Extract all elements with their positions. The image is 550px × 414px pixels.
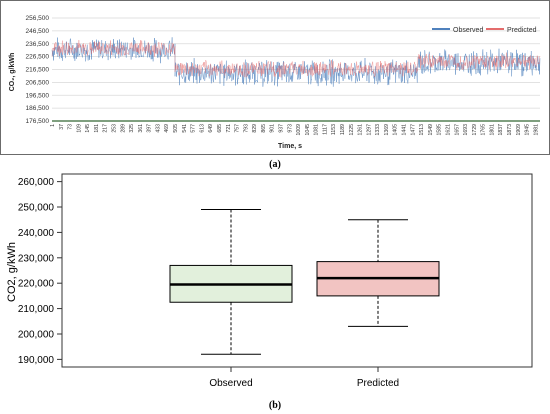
chart-a-x-tick-label: 829 <box>252 124 258 133</box>
box-predicted <box>316 219 440 327</box>
chart-a-y-tick-label: 246,500 <box>26 28 50 35</box>
chart-a-x-tick-label: 1765 <box>481 124 487 136</box>
chart-a-x-tick-label: 361 <box>138 124 144 133</box>
chart-a-x-tick-label: 433 <box>155 124 161 133</box>
chart-a-x-tick-label: 1081 <box>314 124 320 136</box>
chart-a-x-tick-label: 1693 <box>463 124 469 136</box>
chart-a-x-tick-label: 109 <box>76 124 82 133</box>
chart-a-x-tick-label: 1405 <box>393 124 399 136</box>
chart-a-x-tick-label: 901 <box>270 124 276 133</box>
chart-b-y-tick-label: 250,000 <box>18 203 55 214</box>
chart-a-x-tick-label: 1009 <box>296 124 302 136</box>
chart-a-x-tick-label: 1 <box>50 124 56 127</box>
chart-a-x-tick-label: 1909 <box>516 124 522 136</box>
chart-a-x-tick-label: 1117 <box>322 124 328 135</box>
chart-a-x-tick-label: 289 <box>120 124 126 133</box>
legend-observed-label: Observed <box>453 27 483 34</box>
chart-b-y-tick-label: 200,000 <box>18 329 55 340</box>
chart-a-series-line-predicted <box>51 40 541 78</box>
chart-a-x-tick-label: 217 <box>103 124 109 133</box>
chart-a-x-tick-label: 1621 <box>445 124 451 136</box>
chart-b-y-tick-label: 190,000 <box>18 355 55 366</box>
chart-b-boxes <box>169 209 440 355</box>
chart-a-y-tick-label: 186,500 <box>26 105 50 112</box>
chart-b-y-tick-label: 260,000 <box>18 177 55 188</box>
chart-a-x-tick-label: 1261 <box>358 124 364 136</box>
chart-b-y-tick-label: 210,000 <box>18 304 55 315</box>
chart-a-x-tick-label: 1333 <box>375 124 381 136</box>
chart-a-legend: Observed Predicted <box>432 27 537 34</box>
chart-a-y-tick-label: 216,500 <box>26 67 50 74</box>
chart-a-y-tick-label: 236,500 <box>26 41 50 48</box>
chart-b-y-ticks: 190,000 200,000 210,000 220,000 230,000 240,0… <box>18 177 62 366</box>
chart-a-y-tick-label: 206,500 <box>26 79 50 86</box>
panel-a-label: (a) <box>269 159 281 170</box>
chart-b-y-tick-label: 240,000 <box>18 228 55 239</box>
chart-a-x-tick-label: 505 <box>173 124 179 133</box>
chart-a-x-tick-label: 1513 <box>419 124 425 136</box>
chart-a-x-tick-label: 1297 <box>366 124 372 136</box>
box-observed <box>169 209 293 355</box>
chart-a-x-tick-label: 757 <box>235 124 241 133</box>
chart-a-x-tick-label: 649 <box>208 124 214 133</box>
box-plot-chart: 190,000 200,000 210,000 220,000 230,000 240,0… <box>6 173 533 389</box>
chart-a-x-tick-label: 1729 <box>472 124 478 136</box>
chart-a-y-tick-label: 196,500 <box>26 92 50 99</box>
chart-b-y-tick-label: 230,000 <box>18 253 55 264</box>
chart-a-x-tick-label: 1801 <box>489 124 495 136</box>
chart-a-x-tick-label: 685 <box>217 124 223 133</box>
chart-a-x-tick-label: 721 <box>226 124 232 133</box>
chart-a-x-tick-label: 937 <box>278 124 284 133</box>
chart-a-x-tick-label: 469 <box>164 124 170 133</box>
chart-a-gridlines <box>52 17 540 122</box>
chart-a-x-tick-label: 1657 <box>454 124 460 136</box>
chart-a-y-tick-label: 226,500 <box>26 54 50 61</box>
chart-a-x-tick-label: 325 <box>129 124 135 133</box>
chart-a-x-tick-label: 397 <box>147 124 153 133</box>
chart-a-y-tick-label: 256,500 <box>26 15 50 22</box>
chart-a-x-tick-label: 1189 <box>340 124 346 135</box>
time-series-chart: 256,500 246,500 236,500 226,500 216,500 206,5… <box>0 0 550 155</box>
chart-a-x-tick-label: 973 <box>287 124 293 133</box>
chart-a-x-tick-label: 73 <box>68 124 74 130</box>
chart-a-series <box>51 37 541 87</box>
chart-b-x-ticks: Observed Predicted <box>209 367 399 389</box>
chart-a-x-tick-label: 1441 <box>402 124 408 136</box>
chart-a-y-axis-label: CO₂, g/kWh <box>9 53 16 92</box>
chart-b-category-label: Predicted <box>357 378 399 389</box>
chart-a-x-tick-label: 1225 <box>349 124 355 136</box>
chart-a-x-tick-label: 37 <box>59 124 65 130</box>
chart-a-x-tick-label: 181 <box>94 124 100 133</box>
chart-b-category-label: Observed <box>209 378 252 389</box>
chart-a-x-tick-label: 1153 <box>331 124 337 135</box>
chart-a-x-tick-label: 577 <box>191 124 197 133</box>
chart-b-plot-frame <box>61 173 533 368</box>
chart-a-x-axis-label: Time, s <box>278 143 302 150</box>
chart-a-x-tick-label: 865 <box>261 124 267 133</box>
chart-a-x-ticks: 1 37 73 109 145 181 217 253 289 325 361 397 433 469 50… <box>50 124 539 136</box>
chart-a-x-tick-label: 1585 <box>437 124 443 136</box>
legend-predicted-label: Predicted <box>507 27 537 34</box>
chart-a-x-tick-label: 1477 <box>410 124 416 136</box>
chart-a-x-tick-label: 253 <box>112 124 118 133</box>
chart-a-x-tick-label: 1873 <box>507 124 513 136</box>
chart-a-x-tick-label: 1981 <box>533 124 539 136</box>
chart-a-x-tick-label: 613 <box>199 124 205 133</box>
panel-b-label: (b) <box>269 400 281 411</box>
chart-b-y-axis-label: CO2, g/kWh <box>6 242 18 302</box>
chart-a-x-tick-label: 1549 <box>428 124 434 136</box>
chart-a-x-tick-label: 541 <box>182 124 188 133</box>
chart-b-y-tick-label: 220,000 <box>18 279 55 290</box>
chart-a-x-tick-label: 145 <box>85 124 91 133</box>
chart-a-y-ticks: 256,500 246,500 236,500 226,500 216,500 206,5… <box>26 15 50 125</box>
chart-a-y-axis-label-text: CO₂, g/kWh <box>9 53 16 92</box>
chart-a-x-tick-label: 1837 <box>498 124 504 136</box>
chart-a-x-tick-label: 1945 <box>525 124 531 136</box>
chart-a-y-tick-label: 176,500 <box>26 118 50 125</box>
chart-a-x-tick-label: 1045 <box>305 124 311 136</box>
chart-a-x-tick-label: 793 <box>243 124 249 133</box>
chart-a-x-tick-label: 1369 <box>384 124 390 136</box>
